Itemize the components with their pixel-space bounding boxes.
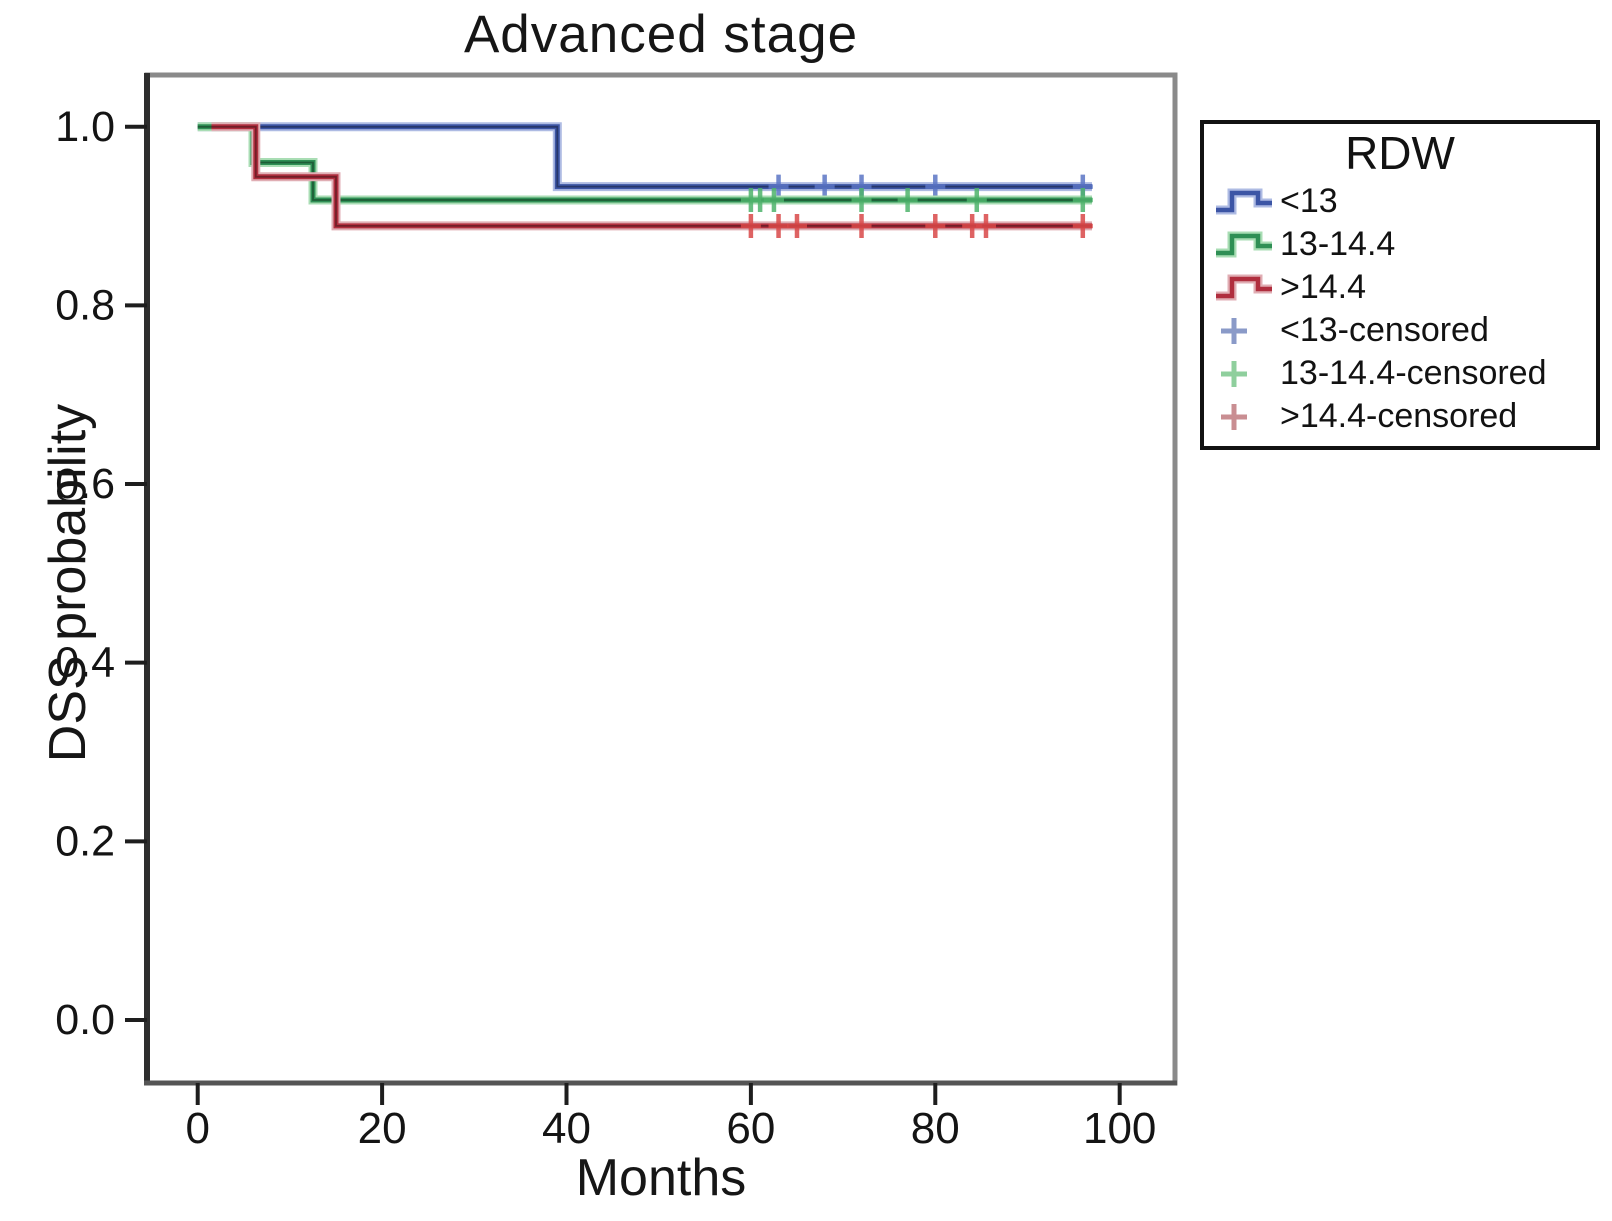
y-tick-label: 0.8 — [55, 281, 115, 329]
step-line-icon — [1216, 188, 1272, 214]
plus-marker-icon — [1221, 360, 1247, 387]
x-tick-label: 100 — [1083, 1104, 1156, 1153]
censor-mark-13-14.4 — [897, 188, 918, 213]
censor-mark->14.4 — [851, 213, 872, 238]
censor-mark->14.4 — [925, 213, 946, 238]
y-tick-label: 0.2 — [55, 817, 115, 865]
step-line-icon — [1216, 231, 1272, 257]
legend-item-13-14-censored: 13-14.4-censored — [1204, 352, 1596, 395]
legend-item-lt13-censored: <13-censored — [1204, 309, 1596, 352]
censor-mark-13-14.4 — [966, 188, 987, 213]
chart-title: Advanced stage — [463, 5, 859, 64]
censor-mark-<13 — [814, 174, 835, 199]
legend-label: 13-14.4 — [1280, 225, 1396, 263]
censor-mark-<13 — [768, 174, 789, 199]
x-tick-label: 20 — [358, 1104, 407, 1153]
y-tick-label: 0.4 — [55, 639, 115, 687]
legend-label: >14.4 — [1280, 268, 1367, 306]
x-tick-label: 60 — [726, 1104, 775, 1153]
legend-label: <13 — [1280, 182, 1338, 220]
censor-mark-13-14.4 — [763, 188, 784, 213]
x-tick-label: 0 — [185, 1104, 209, 1153]
y-tick-label: 1.0 — [55, 103, 115, 151]
censor-mark->14.4 — [768, 213, 789, 238]
legend-label: <13-censored — [1280, 311, 1489, 349]
legend-item-13-14: 13-14.4 — [1204, 223, 1596, 266]
censor-mark-<13 — [925, 174, 946, 199]
series-line->14.4 — [211, 124, 1092, 229]
legend-item-gt14-censored: >14.4-censored — [1204, 395, 1596, 438]
legend-box: RDW <13 13-14.4 >14.4 — [1200, 120, 1600, 450]
censor-mark->14.4 — [1072, 213, 1093, 238]
y-tick-label: 0.6 — [55, 460, 115, 508]
x-tick-label: 80 — [911, 1104, 960, 1153]
censor-mark->14.4 — [975, 213, 996, 238]
legend-item-lt13: <13 — [1204, 180, 1596, 223]
y-tick-label: 0.0 — [55, 996, 115, 1044]
x-axis-title: Months — [575, 1149, 747, 1207]
legend-item-gt14: >14.4 — [1204, 266, 1596, 309]
legend-title: RDW — [1345, 127, 1455, 179]
censor-mark->14.4 — [740, 213, 761, 238]
step-line-icon — [1216, 274, 1272, 300]
censor-mark-13-14.4 — [851, 188, 872, 213]
legend-label: 13-14.4-censored — [1280, 354, 1547, 392]
plus-marker-icon — [1221, 403, 1247, 430]
series-halo->14.4 — [211, 122, 1092, 231]
censor-mark-13-14.4 — [1072, 188, 1093, 213]
series-core->14.4 — [211, 125, 1092, 227]
y-axis-title: DSS probability — [39, 403, 97, 763]
legend-label: >14.4-censored — [1280, 397, 1518, 435]
x-tick-label: 40 — [542, 1104, 591, 1153]
plus-marker-icon — [1221, 317, 1247, 344]
censor-mark->14.4 — [786, 213, 807, 238]
